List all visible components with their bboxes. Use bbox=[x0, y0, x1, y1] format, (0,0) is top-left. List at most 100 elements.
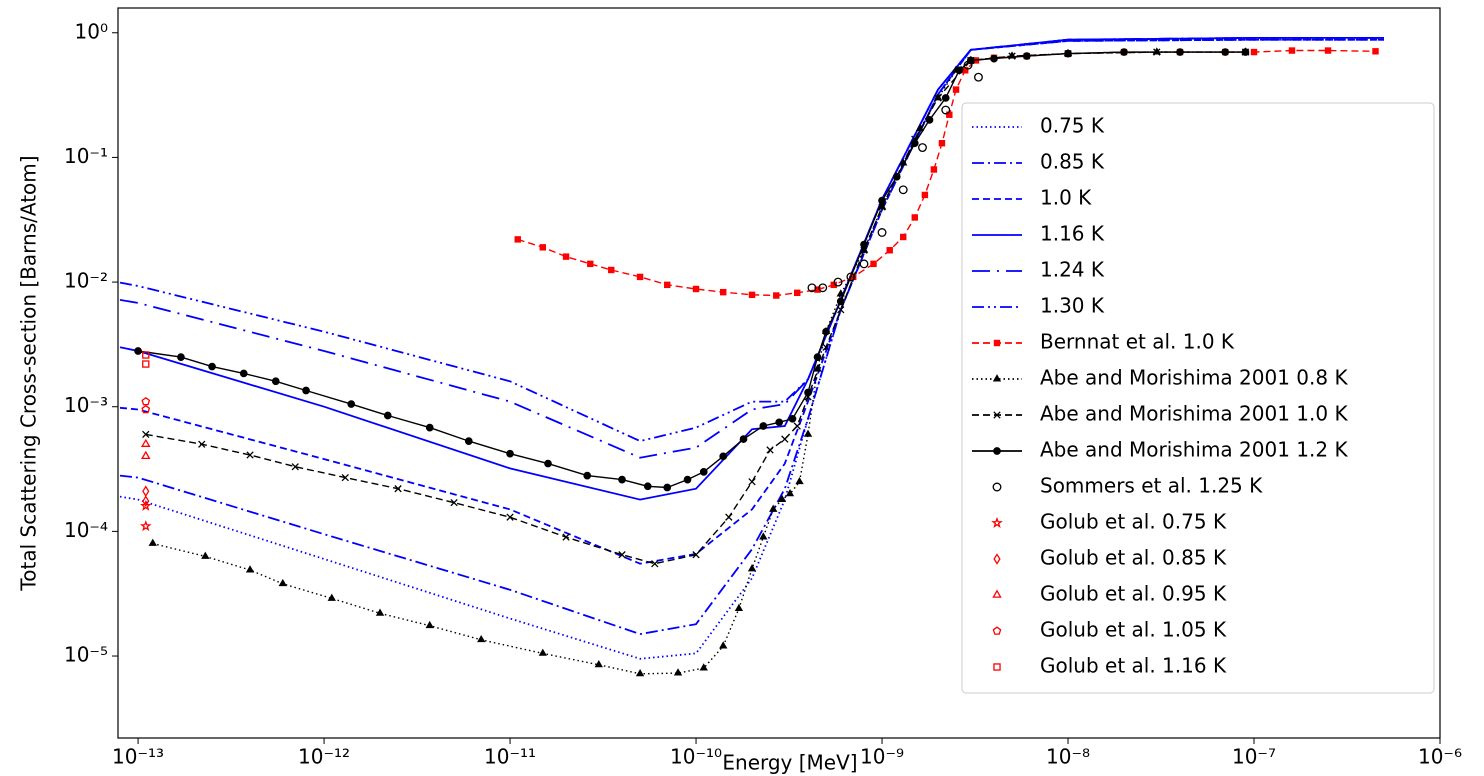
x-tick-label: 10⁻⁶ bbox=[1418, 745, 1462, 769]
legend-marker bbox=[993, 663, 1001, 671]
marker bbox=[692, 551, 700, 559]
marker bbox=[198, 440, 206, 448]
marker bbox=[450, 498, 458, 507]
marker bbox=[734, 603, 744, 612]
marker bbox=[618, 551, 626, 559]
y-tick-label: 10⁻¹ bbox=[64, 144, 108, 168]
marker bbox=[1250, 48, 1258, 56]
marker bbox=[807, 283, 817, 293]
marker bbox=[375, 608, 385, 616]
marker bbox=[636, 273, 644, 281]
marker bbox=[769, 504, 778, 512]
y-tick-label: 10⁻² bbox=[64, 269, 108, 293]
marker bbox=[955, 66, 964, 75]
marker bbox=[538, 648, 547, 656]
marker bbox=[1241, 48, 1250, 56]
marker bbox=[739, 435, 748, 443]
marker bbox=[720, 288, 727, 296]
legend-label: Golub et al. 1.05 K bbox=[1040, 618, 1227, 642]
legend-label: Golub et al. 0.85 K bbox=[1040, 546, 1227, 570]
marker bbox=[562, 253, 570, 260]
y-tick-label: 10⁻⁵ bbox=[64, 643, 108, 667]
series-line bbox=[119, 37, 1384, 459]
marker bbox=[925, 116, 934, 124]
marker bbox=[886, 247, 893, 254]
marker bbox=[748, 291, 756, 299]
marker bbox=[777, 494, 787, 502]
legend-frame bbox=[961, 102, 1435, 694]
marker bbox=[663, 483, 672, 492]
marker bbox=[464, 437, 473, 445]
marker bbox=[142, 430, 150, 439]
marker bbox=[347, 400, 356, 408]
marker bbox=[140, 499, 152, 511]
marker bbox=[822, 343, 830, 351]
marker bbox=[898, 185, 908, 195]
marker bbox=[930, 166, 938, 173]
marker bbox=[618, 475, 626, 484]
legend-label: Abe and Morishima 2001 1.2 K bbox=[1040, 438, 1348, 462]
marker bbox=[870, 260, 877, 268]
marker bbox=[952, 86, 960, 93]
legend-marker bbox=[993, 553, 1001, 565]
legend-label: 0.85 K bbox=[1040, 150, 1105, 174]
marker bbox=[148, 538, 157, 546]
y-axis-label: Total Scattering Cross-section [Barns/At… bbox=[17, 155, 41, 591]
marker bbox=[583, 471, 592, 480]
marker bbox=[383, 411, 392, 420]
x-tick-label: 10⁻¹³ bbox=[112, 745, 164, 769]
marker bbox=[291, 463, 299, 471]
marker bbox=[1372, 48, 1379, 55]
marker bbox=[635, 668, 645, 677]
marker bbox=[425, 620, 434, 629]
marker bbox=[341, 473, 349, 482]
marker bbox=[201, 551, 210, 559]
legend-label: 1.16 K bbox=[1040, 222, 1105, 246]
x-axis-label: Energy [MeV] bbox=[722, 751, 857, 775]
marker bbox=[813, 353, 822, 361]
marker bbox=[773, 292, 780, 299]
plot-layer bbox=[119, 37, 1384, 677]
marker bbox=[278, 578, 287, 587]
marker bbox=[836, 289, 845, 297]
marker bbox=[795, 477, 804, 485]
marker bbox=[918, 143, 927, 152]
marker bbox=[990, 54, 998, 63]
marker bbox=[963, 60, 973, 70]
marker bbox=[781, 435, 789, 443]
marker bbox=[142, 351, 150, 359]
marker bbox=[785, 488, 795, 497]
marker bbox=[921, 191, 929, 199]
legend-marker bbox=[993, 411, 1001, 419]
marker bbox=[1324, 47, 1332, 54]
marker bbox=[1176, 48, 1184, 56]
legend-marker bbox=[992, 626, 1002, 635]
marker bbox=[1008, 52, 1016, 60]
y-tick-label: 10⁻⁴ bbox=[64, 518, 108, 542]
x-tick-label: 10⁻⁹ bbox=[860, 745, 904, 769]
legend-label: Bernnat et al. 1.0 K bbox=[1040, 330, 1235, 354]
marker bbox=[699, 663, 708, 671]
marker bbox=[140, 450, 151, 460]
marker bbox=[759, 422, 768, 430]
marker bbox=[245, 565, 255, 573]
y-tick-label: 10⁻³ bbox=[64, 393, 108, 417]
legend-label: Sommers et al. 1.25 K bbox=[1040, 474, 1263, 498]
marker bbox=[719, 452, 728, 461]
marker bbox=[141, 404, 151, 414]
legend-label: Golub et al. 1.16 K bbox=[1040, 654, 1227, 678]
marker bbox=[302, 386, 310, 395]
marker bbox=[900, 233, 907, 241]
marker bbox=[394, 485, 402, 493]
marker bbox=[974, 72, 983, 82]
legend-label: Abe and Morishima 2001 0.8 K bbox=[1040, 366, 1348, 390]
legend-marker bbox=[991, 516, 1003, 528]
marker bbox=[892, 172, 901, 181]
marker bbox=[177, 353, 185, 361]
marker bbox=[846, 272, 856, 282]
legend-label: Abe and Morishima 2001 1.0 K bbox=[1040, 402, 1348, 426]
marker bbox=[725, 513, 733, 521]
marker bbox=[608, 266, 615, 274]
series-line bbox=[119, 38, 1384, 636]
marker bbox=[643, 482, 652, 491]
